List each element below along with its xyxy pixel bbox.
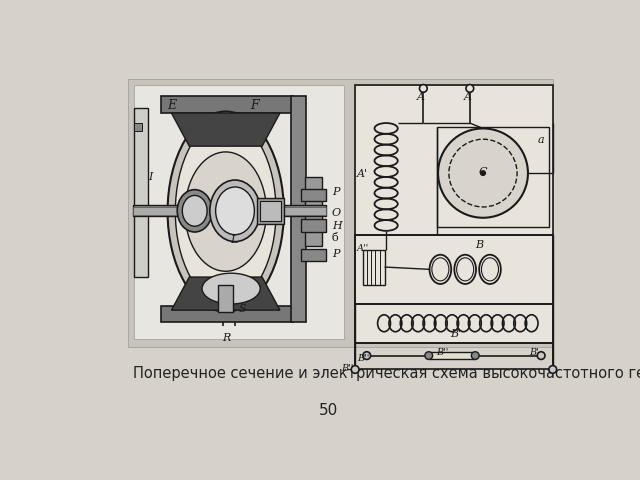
Bar <box>134 123 142 131</box>
Circle shape <box>351 366 359 373</box>
Polygon shape <box>172 277 280 310</box>
Bar <box>132 205 326 216</box>
Bar <box>161 96 293 113</box>
Polygon shape <box>172 113 280 146</box>
Text: S: S <box>239 304 246 314</box>
Bar <box>305 177 322 246</box>
Circle shape <box>425 352 433 360</box>
Bar <box>161 306 293 323</box>
Text: F: F <box>250 99 259 112</box>
Bar <box>134 84 344 339</box>
Ellipse shape <box>216 187 254 235</box>
Bar <box>355 343 553 370</box>
Bar <box>260 201 281 221</box>
Text: P: P <box>332 249 339 259</box>
Bar <box>291 96 307 323</box>
Text: б: б <box>332 233 339 243</box>
Text: O: O <box>332 208 341 218</box>
Text: P: P <box>332 187 339 197</box>
Ellipse shape <box>182 195 207 226</box>
Ellipse shape <box>177 190 212 232</box>
Text: B': B' <box>450 329 461 339</box>
Bar <box>355 84 553 235</box>
Text: B'': B'' <box>358 354 370 363</box>
Bar <box>355 84 553 343</box>
Circle shape <box>419 84 428 92</box>
Circle shape <box>472 352 479 360</box>
Bar <box>436 127 549 227</box>
Circle shape <box>438 129 528 218</box>
Bar <box>134 108 148 277</box>
Text: 50: 50 <box>318 403 338 418</box>
Text: A: A <box>463 92 472 102</box>
Text: A: A <box>417 92 425 102</box>
Text: R: R <box>222 333 230 343</box>
Text: B'': B'' <box>436 348 449 357</box>
Circle shape <box>549 366 557 373</box>
Text: A': A' <box>356 169 367 179</box>
Bar <box>301 219 326 232</box>
Text: C: C <box>478 167 487 177</box>
Ellipse shape <box>175 120 276 303</box>
Bar <box>218 285 234 312</box>
Text: H: H <box>332 221 342 231</box>
Text: I: I <box>148 171 152 181</box>
Bar <box>355 235 553 304</box>
Bar <box>301 249 326 261</box>
Text: B': B' <box>529 348 540 357</box>
Text: B: B <box>476 240 483 250</box>
Text: E: E <box>167 99 176 112</box>
Circle shape <box>363 352 371 360</box>
Text: L: L <box>230 235 237 245</box>
Circle shape <box>537 352 545 360</box>
Bar <box>132 207 326 215</box>
Bar <box>355 304 553 343</box>
Bar <box>128 79 553 347</box>
Circle shape <box>481 171 485 175</box>
Text: A'': A'' <box>356 244 369 253</box>
Text: B'': B'' <box>341 364 353 373</box>
Bar <box>257 198 284 224</box>
Bar <box>363 250 385 285</box>
Circle shape <box>466 84 474 92</box>
Ellipse shape <box>185 152 266 271</box>
Bar <box>301 189 326 201</box>
Text: a: a <box>537 134 544 144</box>
Text: Поперечное сечение и электрическая схема высокочастотного генератора Теслы: Поперечное сечение и электрическая схема… <box>132 366 640 381</box>
Ellipse shape <box>210 180 260 241</box>
Ellipse shape <box>168 111 284 312</box>
Ellipse shape <box>202 273 260 304</box>
Bar <box>429 352 476 360</box>
